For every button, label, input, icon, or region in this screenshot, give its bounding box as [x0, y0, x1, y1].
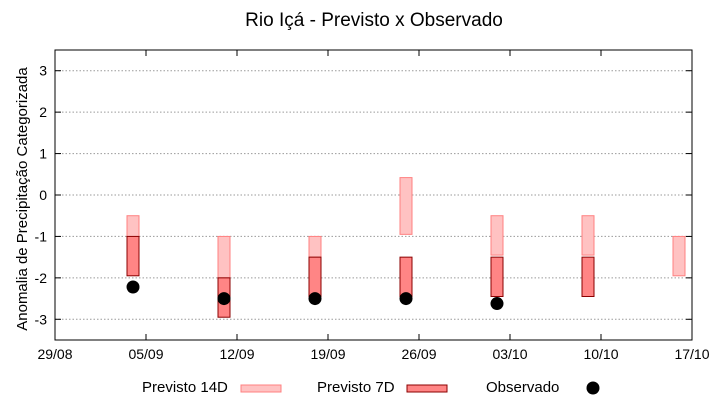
- previsto-14d-bar: [399, 177, 413, 235]
- legend-swatch-observado: [586, 381, 600, 395]
- observado-point: [126, 280, 140, 294]
- x-tick-label: 26/09: [401, 346, 436, 362]
- y-tick-label: -2: [35, 270, 48, 286]
- observado-point: [490, 297, 504, 311]
- x-tick-label: 12/09: [219, 346, 254, 362]
- x-tick-label: 03/10: [492, 346, 527, 362]
- previsto-14d-bar: [217, 235, 231, 279]
- previsto-14d-bar: [581, 215, 595, 256]
- y-tick-label: 2: [39, 104, 47, 120]
- y-tick-label: 1: [39, 146, 47, 162]
- observado-point: [217, 292, 231, 306]
- legend-label-observado: Observado: [486, 379, 559, 396]
- previsto-14d-bar: [126, 215, 140, 237]
- x-axis: 29/08 05/09 12/09 19/09 26/09 03/10 10/10 17/10: [37, 50, 710, 362]
- previsto-14d-bar: [490, 215, 504, 256]
- previsto-7d-bar: [490, 256, 504, 297]
- series-previsto-7d: [126, 235, 595, 318]
- y-tick-label: -3: [35, 311, 48, 327]
- observado-point: [308, 292, 322, 306]
- series-previsto-14d: [126, 177, 686, 279]
- x-tick-label: 19/09: [310, 346, 345, 362]
- y-tick-label: 3: [39, 63, 47, 79]
- legend: Previsto 14D Previsto 7D Observado: [142, 379, 600, 396]
- y-tick-label: 0: [39, 187, 47, 203]
- observado-point: [399, 292, 413, 306]
- x-tick-label: 05/09: [128, 346, 163, 362]
- previsto-7d-bar: [399, 256, 413, 297]
- previsto-7d-bar: [308, 256, 322, 297]
- previsto-14d-bar: [672, 235, 686, 277]
- series-observado: [126, 280, 504, 311]
- y-axis: 3 2 1 0 -1 -2 -3: [35, 63, 692, 327]
- y-tick-label: -1: [35, 228, 48, 244]
- grid-lines: [55, 70, 692, 320]
- legend-label-previsto-7d: Previsto 7D: [317, 379, 395, 396]
- x-tick-label: 10/10: [583, 346, 618, 362]
- legend-swatch-previsto-14d: [240, 384, 282, 393]
- x-tick-label: 29/08: [37, 346, 72, 362]
- chart-title: Rio Içá - Previsto x Observado: [245, 10, 503, 31]
- previsto-7d-bar: [581, 256, 595, 297]
- legend-label-previsto-14d: Previsto 14D: [142, 379, 228, 396]
- x-tick-label: 17/10: [674, 346, 709, 362]
- previsto-7d-bar: [126, 235, 140, 277]
- y-axis-label: Anomalia de Precipitação Categorizada: [14, 67, 31, 331]
- legend-swatch-previsto-7d: [406, 384, 448, 393]
- previsto-14d-bar: [308, 235, 322, 258]
